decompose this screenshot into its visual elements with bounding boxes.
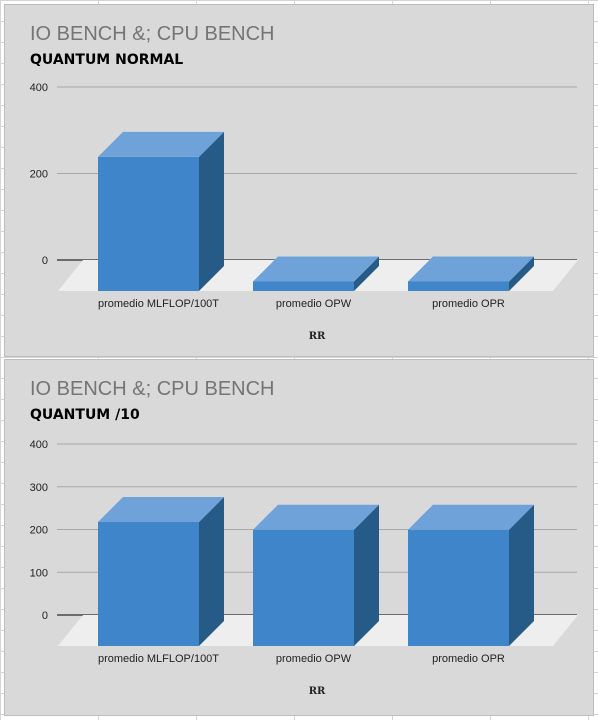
bar-top [253,256,379,282]
bar [98,131,224,291]
chart-subtitle: QUANTUM NORMAL [30,52,184,68]
x-category-label: promedio MLFLOP/100T [98,298,219,310]
x-axis-title: RR [309,331,326,342]
bar-chart-quantum-normal: 0 200 400 promedio MLFLOP/100T promedio OPW p… [30,82,578,342]
bar-side [354,256,379,291]
x-category-label: promedio OPW [276,298,352,310]
bar-chart-quantum-10: 0 100 200 300 400 promedio MLFLOP/100T promedi… [30,439,578,697]
x-category-label: promedio MLFLOP/100T [98,653,219,665]
chart-panel-quantum-normal: IO BENCH &; CPU BENCH QUANTUM NORMAL 0 20… [4,4,594,357]
bar-front [408,529,509,646]
bar-top [98,131,224,157]
y-tick-label: 400 [30,439,48,451]
y-tick-label: 0 [42,255,48,267]
x-axis-title: RR [309,686,326,697]
y-tick-label: 0 [42,610,48,622]
chart-title: IO BENCH &; CPU BENCH [30,23,275,45]
bar [408,256,534,291]
bar-front [253,529,354,646]
x-category-label: promedio OPR [432,653,505,665]
bar [253,504,379,646]
bar-front [408,281,509,291]
y-tick-label: 200 [30,169,48,181]
bar [253,256,379,291]
y-tick-label: 300 [30,482,48,494]
bar-side [354,504,379,646]
bar [98,497,224,646]
y-tick-label: 400 [30,82,48,94]
bar-front [98,156,199,291]
bar-side [509,256,534,291]
bar-front [253,281,354,291]
bar-front [98,522,199,646]
x-category-label: promedio OPW [276,653,352,665]
chart-subtitle: QUANTUM /10 [30,407,140,423]
y-tick-label: 100 [30,567,48,579]
bar-top [408,504,534,530]
bar-side [199,497,224,646]
bar-side [509,504,534,646]
bar-top [253,504,379,530]
chart-panel-quantum-10: IO BENCH &; CPU BENCH QUANTUM /10 0 100 20… [4,359,594,716]
bar [408,504,534,646]
y-tick-label: 200 [30,525,48,537]
bar-top [408,256,534,282]
bar-side [199,131,224,291]
bar-top [98,497,224,523]
x-category-label: promedio OPR [432,298,505,310]
chart-title: IO BENCH &; CPU BENCH [30,378,275,400]
